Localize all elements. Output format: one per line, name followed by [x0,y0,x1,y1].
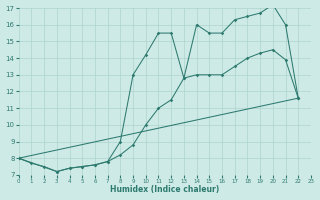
X-axis label: Humidex (Indice chaleur): Humidex (Indice chaleur) [110,185,220,194]
